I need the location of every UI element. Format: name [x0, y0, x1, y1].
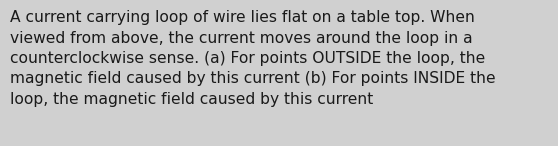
Text: A current carrying loop of wire lies flat on a table top. When
viewed from above: A current carrying loop of wire lies fla… — [10, 10, 496, 107]
